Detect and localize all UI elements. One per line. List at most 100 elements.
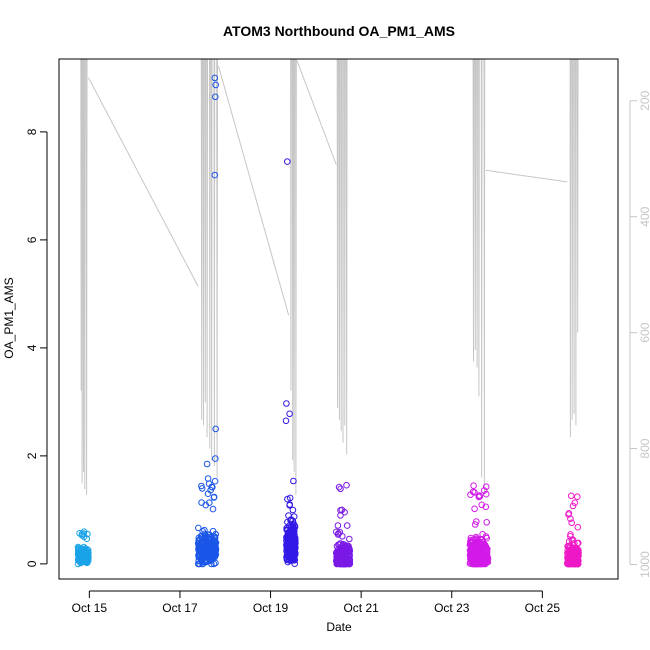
data-point: [337, 485, 344, 493]
data-point-outlier: [476, 493, 484, 500]
data-point: [569, 502, 577, 510]
data-point: [473, 518, 480, 525]
data-point: [197, 532, 205, 540]
data-point: [568, 519, 576, 527]
data-point: [288, 538, 295, 545]
data-point: [204, 475, 212, 482]
data-point: [572, 560, 579, 568]
data-point: [199, 559, 206, 566]
data-point: [467, 547, 475, 554]
data-point: [341, 545, 348, 552]
data-point: [341, 556, 349, 564]
data-point: [342, 544, 349, 551]
data-point: [289, 506, 297, 514]
data-point: [471, 489, 478, 496]
secondary-tick-label: 600: [638, 322, 650, 342]
data-point-outlier: [211, 171, 219, 179]
data-point-outlier: [283, 400, 290, 407]
data-point: [283, 547, 290, 555]
data-point: [480, 487, 488, 494]
data-point: [196, 560, 203, 568]
data-point: [285, 522, 293, 530]
data-point: [564, 560, 572, 567]
data-point: [334, 522, 342, 529]
data-point: [335, 541, 342, 549]
plot-frame: [58, 58, 619, 580]
altitude-connector: [296, 59, 337, 165]
data-point: [482, 490, 490, 498]
y-tick-label: 8: [25, 128, 39, 135]
altitude-profile: [80, 58, 88, 495]
data-point: [335, 530, 342, 537]
data-point: [567, 492, 575, 500]
secondary-tick-label: 1000: [638, 551, 650, 578]
data-point: [346, 552, 354, 560]
data-point: [571, 554, 579, 561]
data-point: [284, 518, 291, 526]
data-point-outlier: [212, 93, 219, 101]
data-point: [288, 533, 296, 541]
data-point: [81, 553, 89, 560]
x-tick-label: Oct 17: [162, 601, 198, 615]
secondary-tick-label: 400: [638, 206, 650, 226]
x-tick-label: Oct 19: [253, 601, 289, 615]
data-point: [84, 530, 91, 538]
data-point: [333, 556, 340, 564]
data-point: [290, 544, 298, 552]
data-point: [210, 494, 218, 501]
data-point: [209, 527, 217, 535]
data-point-outlier: [212, 81, 219, 89]
data-point: [482, 483, 490, 491]
data-point: [482, 503, 490, 511]
x-tick-label: Oct 15: [72, 601, 108, 615]
data-point: [207, 549, 214, 557]
altitude-connector: [88, 77, 199, 287]
data-point: [80, 530, 87, 537]
data-point-outlier: [282, 417, 290, 425]
data-point: [574, 493, 581, 501]
chart-title: ATOM3 Northbound OA_PM1_AMS: [223, 23, 455, 39]
data-point: [345, 548, 353, 555]
data-point: [341, 508, 348, 516]
data-point: [195, 557, 203, 565]
data-point: [334, 560, 341, 567]
data-point: [571, 499, 579, 507]
data-point: [291, 556, 299, 564]
data-point: [343, 522, 351, 529]
x-tick-label: Oct 21: [343, 601, 379, 615]
axes: Oct 15 Oct 17 Oct 19 Oct 21 Oct 23 Oct 25 0 2 4 6…: [25, 90, 650, 615]
data-point: [79, 552, 86, 560]
data-point: [336, 528, 344, 536]
data-point-outlier: [211, 74, 219, 82]
secondary-tick-label: 800: [638, 438, 650, 458]
data-point: [195, 524, 202, 532]
data-point: [337, 512, 344, 519]
data-point-outlier: [286, 410, 293, 418]
data-point: [284, 543, 291, 550]
data-point: [207, 540, 214, 548]
x-tick-label: Oct 25: [525, 601, 561, 615]
data-point: [83, 559, 91, 567]
data-point-outlier: [212, 425, 219, 433]
data-point: [195, 541, 202, 548]
data-point-outlier: [212, 455, 219, 462]
data-point: [335, 548, 343, 556]
data-point: [473, 543, 480, 550]
data-point: [198, 499, 205, 506]
data-point-outlier: [203, 460, 211, 468]
data-point: [574, 523, 582, 531]
data-point: [283, 552, 291, 559]
data-point: [338, 558, 346, 566]
data-point: [567, 531, 574, 538]
data-point: [210, 548, 218, 556]
data-point: [471, 521, 479, 528]
data-point: [346, 535, 353, 543]
data-point: [285, 512, 292, 519]
data-point: [198, 485, 206, 492]
data-point: [468, 539, 475, 547]
data-point: [471, 560, 478, 568]
data-point: [77, 545, 85, 552]
y-tick-label: 4: [25, 344, 39, 351]
data-point: [291, 560, 299, 568]
